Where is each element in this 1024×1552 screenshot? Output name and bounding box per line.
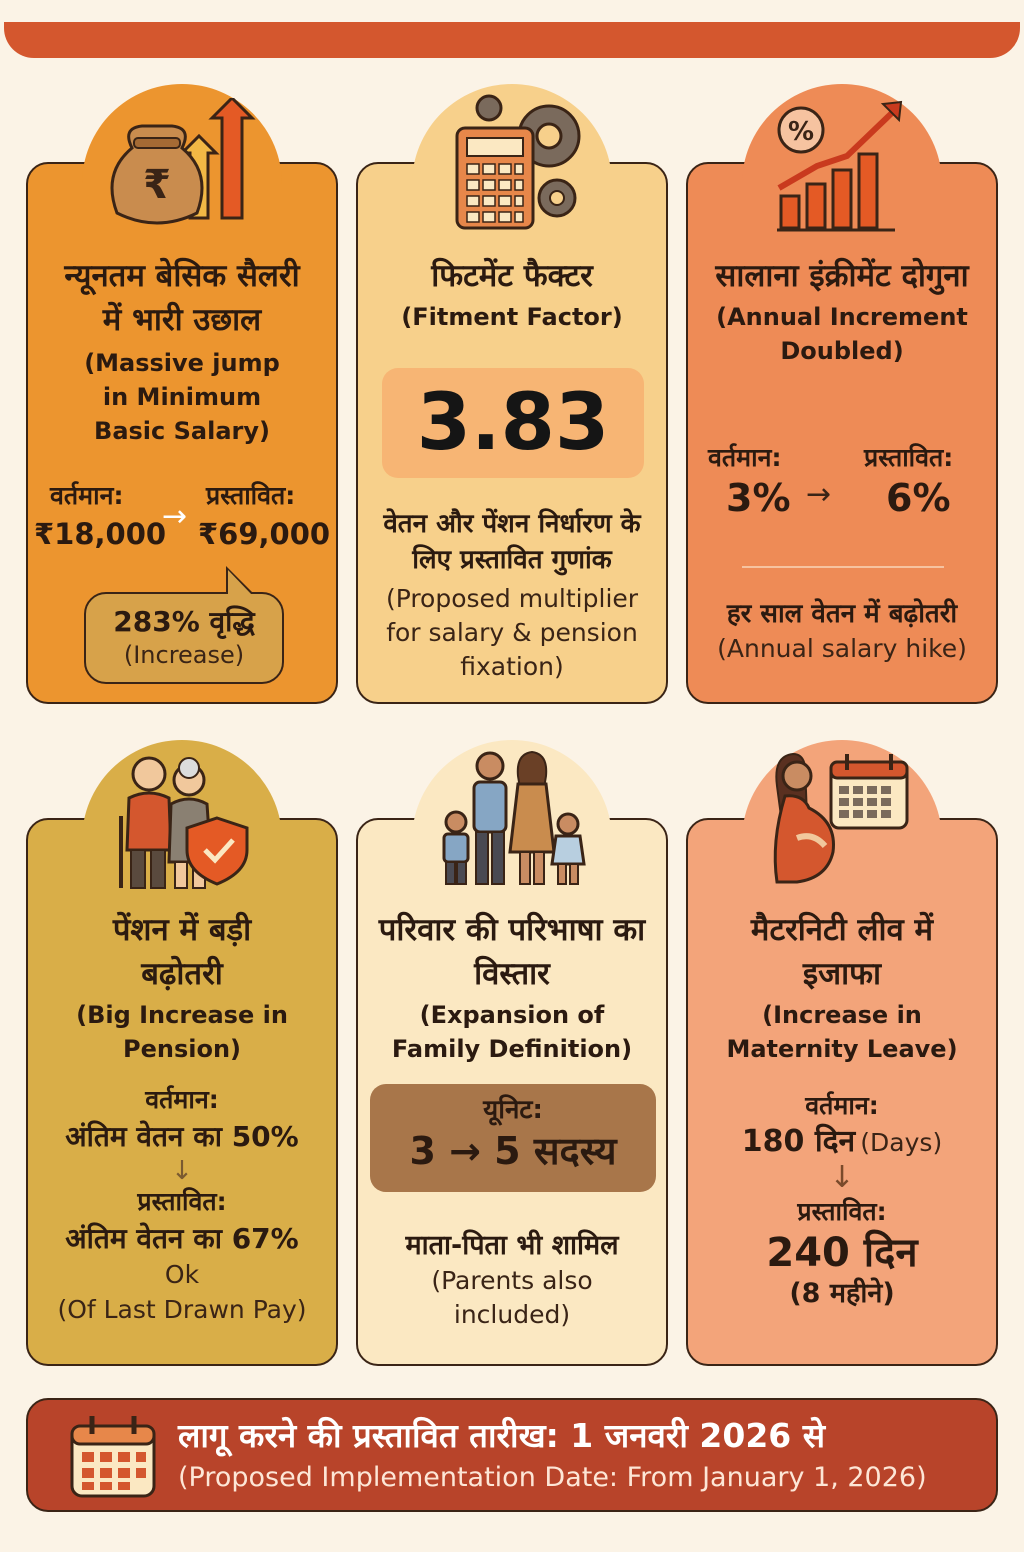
pension-ok-text: Ok xyxy=(164,1260,200,1289)
increment-proposed-label: प्रस्तावित: xyxy=(864,443,954,472)
increment-current-value: 3% xyxy=(726,476,791,520)
increment-divider xyxy=(742,566,944,568)
salary-increase-badge: 283% वृद्धि (Increase) xyxy=(84,566,284,684)
increment-note-hindi: हर साल वेतन में बढ़ोतरी xyxy=(726,599,958,629)
implementation-date-english: (Proposed Implementation Date: From Janu… xyxy=(178,1462,927,1493)
calendar-icon xyxy=(68,1414,158,1504)
elderly-couple-shield-icon xyxy=(107,746,257,896)
money-bag-growth-icon: ₹ xyxy=(102,95,262,242)
pension-card: पेंशन में बड़ी बढ़ोतरी (Big Increase in … xyxy=(26,740,338,1366)
implementation-date-banner: लागू करने की प्रस्तावित तारीख: 1 जनवरी 2… xyxy=(26,1398,998,1512)
maternity-title-hindi: मैटरनिटी लीव में इजाफा xyxy=(750,912,934,992)
salary-title-hindi: न्यूनतम बेसिक सैलरी में भारी उछाल xyxy=(64,258,300,338)
maternity-card: मैटरनिटी लीव में इजाफा (Increase in Mate… xyxy=(686,740,998,1366)
implementation-date-hindi: लागू करने की प्रस्तावित तारीख: 1 जनवरी 2… xyxy=(178,1416,826,1455)
pension-note-english: (Of Last Drawn Pay) xyxy=(57,1295,307,1324)
salary-title-english: (Massive jump in Minimum Basic Salary) xyxy=(84,349,280,445)
fitment-title-english: (Fitment Factor) xyxy=(401,303,623,331)
pension-title-english: (Big Increase in Pension) xyxy=(76,1001,288,1063)
salary-increase-english: (Increase) xyxy=(123,641,245,669)
maternity-current-days: (Days) xyxy=(860,1128,943,1157)
maternity-current-label: वर्तमान: xyxy=(805,1091,879,1120)
maternity-proposed-value: 240 दिन xyxy=(766,1230,918,1276)
family-unit-label: यूनिट: xyxy=(483,1095,543,1125)
family-title-english: (Expansion of Family Definition) xyxy=(391,1001,633,1063)
family-unit-box: यूनिट: 3 → 5 सदस्य xyxy=(370,1084,656,1192)
increment-title-english: (Annual Increment Doubled) xyxy=(716,303,968,365)
percent-symbol: % xyxy=(788,117,814,147)
fitment-title-hindi: फिटमेंट फैक्टर xyxy=(431,258,593,294)
pension-arrow: ↓ xyxy=(171,1156,193,1186)
increment-current-label: वर्तमान: xyxy=(708,443,782,472)
salary-current-value: ₹18,000 xyxy=(34,517,167,551)
pension-title-hindi: पेंशन में बड़ी बढ़ोतरी xyxy=(112,912,252,992)
rupee-symbol: ₹ xyxy=(143,162,171,208)
pension-proposed-value: अंतिम वेतन का 67% xyxy=(65,1222,299,1255)
pension-current-value: अंतिम वेतन का 50% xyxy=(65,1120,299,1153)
top-banner xyxy=(4,22,1020,58)
family-card: परिवार की परिभाषा का विस्तार (Expansion … xyxy=(356,740,668,1366)
fitment-card: फिटमेंट फैक्टर (Fitment Factor) 3.83 वेत… xyxy=(356,84,668,704)
family-icon xyxy=(432,748,592,892)
family-unit-value: 3 → 5 सदस्य xyxy=(409,1129,617,1173)
fitment-value-box: 3.83 xyxy=(382,368,644,478)
maternity-arrow: ↓ xyxy=(829,1160,855,1195)
maternity-current-value: 180 दिन xyxy=(741,1124,856,1159)
salary-increase-hindi: 283% वृद्धि xyxy=(113,605,255,638)
salary-proposed-label: प्रस्तावित: xyxy=(206,481,296,510)
family-note-english: (Parents also included) xyxy=(431,1266,593,1329)
salary-current-label: वर्तमान: xyxy=(50,481,124,510)
increment-arrow: → xyxy=(806,477,832,512)
increment-note-english: (Annual salary hike) xyxy=(717,634,967,663)
pension-current-label: वर्तमान: xyxy=(145,1085,219,1114)
pregnant-woman-calendar-icon xyxy=(767,746,917,896)
fitment-desc-hindi: वेतन और पेंशन निर्धारण के लिए प्रस्तावित… xyxy=(383,509,641,575)
fitment-value: 3.83 xyxy=(416,378,610,468)
increment-proposed-value: 6% xyxy=(886,476,951,520)
salary-card: ₹ न्यूनतम बेसिक सैलरी में भारी उछाल (Mas… xyxy=(26,84,338,704)
fitment-desc-english: (Proposed multiplier for salary & pensio… xyxy=(385,584,639,681)
maternity-title-english: (Increase in Maternity Leave) xyxy=(726,1001,958,1063)
increment-title-hindi: सालाना इंक्रीमेंट दोगुना xyxy=(715,258,969,294)
salary-proposed-value: ₹69,000 xyxy=(198,517,331,551)
increment-card: % सालाना इंक्रीमेंट दोगुना (Annual Incre… xyxy=(686,84,998,704)
percent-bar-chart-icon: % xyxy=(767,96,917,240)
maternity-proposed-note: (8 महीने) xyxy=(789,1278,895,1309)
calculator-gears-icon xyxy=(437,94,587,238)
family-note-hindi: माता-पिता भी शामिल xyxy=(405,1230,619,1261)
family-title-hindi: परिवार की परिभाषा का विस्तार xyxy=(378,912,646,992)
maternity-proposed-label: प्रस्तावित: xyxy=(797,1197,887,1226)
pension-proposed-label: प्रस्तावित: xyxy=(137,1187,227,1216)
salary-arrow: → xyxy=(162,499,188,534)
